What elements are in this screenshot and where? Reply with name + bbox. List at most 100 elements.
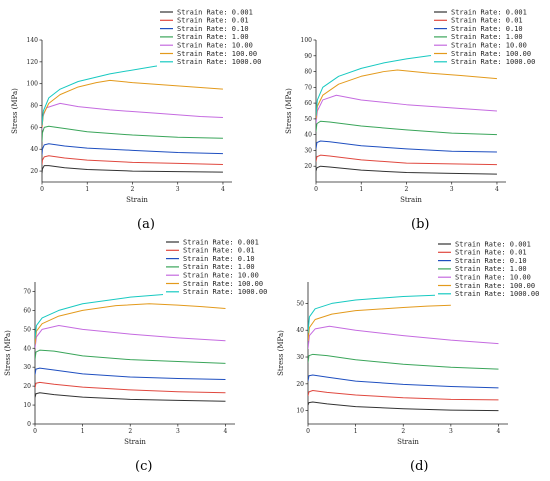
- series-line-5: [35, 325, 226, 349]
- x-tick-label: 3: [176, 428, 180, 435]
- legend-label: Strain Rate: 0.10: [455, 257, 527, 265]
- series-line-4: [316, 120, 497, 136]
- panel-label: (b): [411, 217, 429, 232]
- legend-label: Strain Rate: 0.01: [455, 249, 527, 257]
- y-tick-label: 30: [304, 147, 312, 154]
- panel-label: (a): [137, 217, 155, 232]
- x-axis-title: Strain: [400, 196, 422, 204]
- x-tick-label: 2: [401, 428, 405, 435]
- series-line-2: [316, 154, 497, 166]
- panel-label: (d): [410, 459, 428, 474]
- series-line-3: [316, 140, 497, 153]
- series-line-2: [35, 381, 226, 394]
- legend-background: [157, 6, 260, 68]
- y-tick-label: 70: [304, 84, 312, 91]
- x-tick-label: 1: [359, 186, 363, 193]
- legend-label: Strain Rate: 0.001: [177, 8, 253, 16]
- legend-label: Strain Rate: 100.00: [183, 280, 263, 288]
- x-tick-label: 1: [85, 186, 89, 193]
- y-tick-label: 60: [23, 307, 31, 314]
- legend-label: Strain Rate: 1000.00: [451, 58, 535, 66]
- y-tick-label: 10: [23, 402, 31, 409]
- x-tick-label: 0: [33, 428, 37, 435]
- legend-label: Strain Rate: 1000.00: [183, 288, 267, 296]
- y-axis-title: Stress (MPa): [11, 88, 19, 134]
- legend-label: Strain Rate: 100.00: [451, 50, 531, 58]
- y-tick-label: 70: [23, 288, 31, 295]
- chart-panel-2: 0 1 2 3 4 20 30 40 50 60 70 80 90 100 Strain Stress (MP…: [285, 6, 535, 232]
- legend-label: Strain Rate: 0.10: [451, 25, 523, 33]
- series-line-4: [42, 125, 223, 142]
- series-line-7: [42, 58, 223, 126]
- legend-label: Strain Rate: 100.00: [177, 50, 257, 58]
- legend-label: Strain Rate: 1000.00: [177, 58, 261, 66]
- series-line-2: [308, 390, 499, 401]
- y-tick-label: 60: [30, 124, 38, 131]
- series-line-1: [308, 401, 499, 412]
- legend-label: Strain Rate: 10.00: [183, 272, 259, 280]
- x-tick-label: 3: [450, 186, 454, 193]
- legend-label: Strain Rate: 0.01: [183, 247, 255, 255]
- series-line-6: [308, 304, 451, 341]
- y-tick-label: 40: [296, 327, 304, 334]
- legend-background: [431, 6, 534, 68]
- x-tick-label: 0: [314, 186, 318, 193]
- x-tick-label: 4: [224, 428, 228, 435]
- series-line-1: [35, 392, 226, 402]
- legend-label: Strain Rate: 10.00: [451, 42, 527, 50]
- series-line-6: [35, 303, 226, 345]
- y-tick-label: 100: [27, 81, 39, 88]
- chart-panel-4: 0 1 2 3 4 10 20 30 40 50 Strain Stress (MPa) Strain …: [277, 238, 539, 474]
- legend-label: Strain Rate: 1.00: [455, 265, 527, 273]
- y-tick-label: 0: [27, 421, 31, 428]
- x-tick-label: 2: [131, 186, 135, 193]
- y-tick-label: 20: [23, 383, 31, 390]
- panel-label: (c): [135, 459, 152, 474]
- y-tick-label: 50: [23, 326, 31, 333]
- x-tick-label: 0: [40, 186, 44, 193]
- y-tick-label: 30: [296, 354, 304, 361]
- chart-panel-1: 0 1 2 3 4 20 40 60 80 100 120 140 Strain Stress (MPa)…: [11, 6, 261, 232]
- x-tick-label: 1: [81, 428, 85, 435]
- y-tick-label: 100: [301, 37, 313, 44]
- series-line-5: [42, 102, 223, 130]
- x-tick-label: 2: [405, 186, 409, 193]
- legend-background: [435, 238, 538, 300]
- legend-label: Strain Rate: 1000.00: [455, 290, 539, 298]
- legend-label: Strain Rate: 0.001: [455, 240, 531, 248]
- series-line-5: [308, 325, 499, 350]
- y-tick-label: 90: [304, 53, 312, 60]
- y-tick-label: 140: [27, 37, 39, 44]
- series-line-4: [308, 353, 499, 370]
- series-line-2: [42, 155, 223, 166]
- x-tick-label: 3: [176, 186, 180, 193]
- y-tick-label: 20: [296, 381, 304, 388]
- x-axis-title: Strain: [126, 196, 148, 204]
- legend-label: Strain Rate: 10.00: [177, 42, 253, 50]
- y-tick-label: 40: [30, 146, 38, 153]
- y-tick-label: 120: [27, 59, 39, 66]
- legend-label: Strain Rate: 1.00: [183, 263, 255, 271]
- legend-label: Strain Rate: 0.001: [451, 8, 527, 16]
- legend-label: Strain Rate: 0.10: [177, 25, 249, 33]
- series-line-3: [35, 367, 226, 381]
- y-axis-title: Stress (MPa): [4, 330, 12, 376]
- x-tick-label: 2: [128, 428, 132, 435]
- y-tick-label: 20: [30, 168, 38, 175]
- y-tick-label: 10: [296, 408, 304, 415]
- legend-label: Strain Rate: 1.00: [177, 33, 249, 41]
- x-tick-label: 0: [306, 428, 310, 435]
- x-axis-title: Strain: [124, 438, 146, 446]
- series-line-6: [316, 69, 497, 119]
- y-tick-label: 50: [296, 300, 304, 307]
- series-line-4: [35, 349, 226, 364]
- x-tick-label: 3: [449, 428, 453, 435]
- x-axis-title: Strain: [397, 438, 419, 446]
- legend-label: Strain Rate: 0.001: [183, 238, 259, 246]
- series-line-3: [308, 374, 499, 389]
